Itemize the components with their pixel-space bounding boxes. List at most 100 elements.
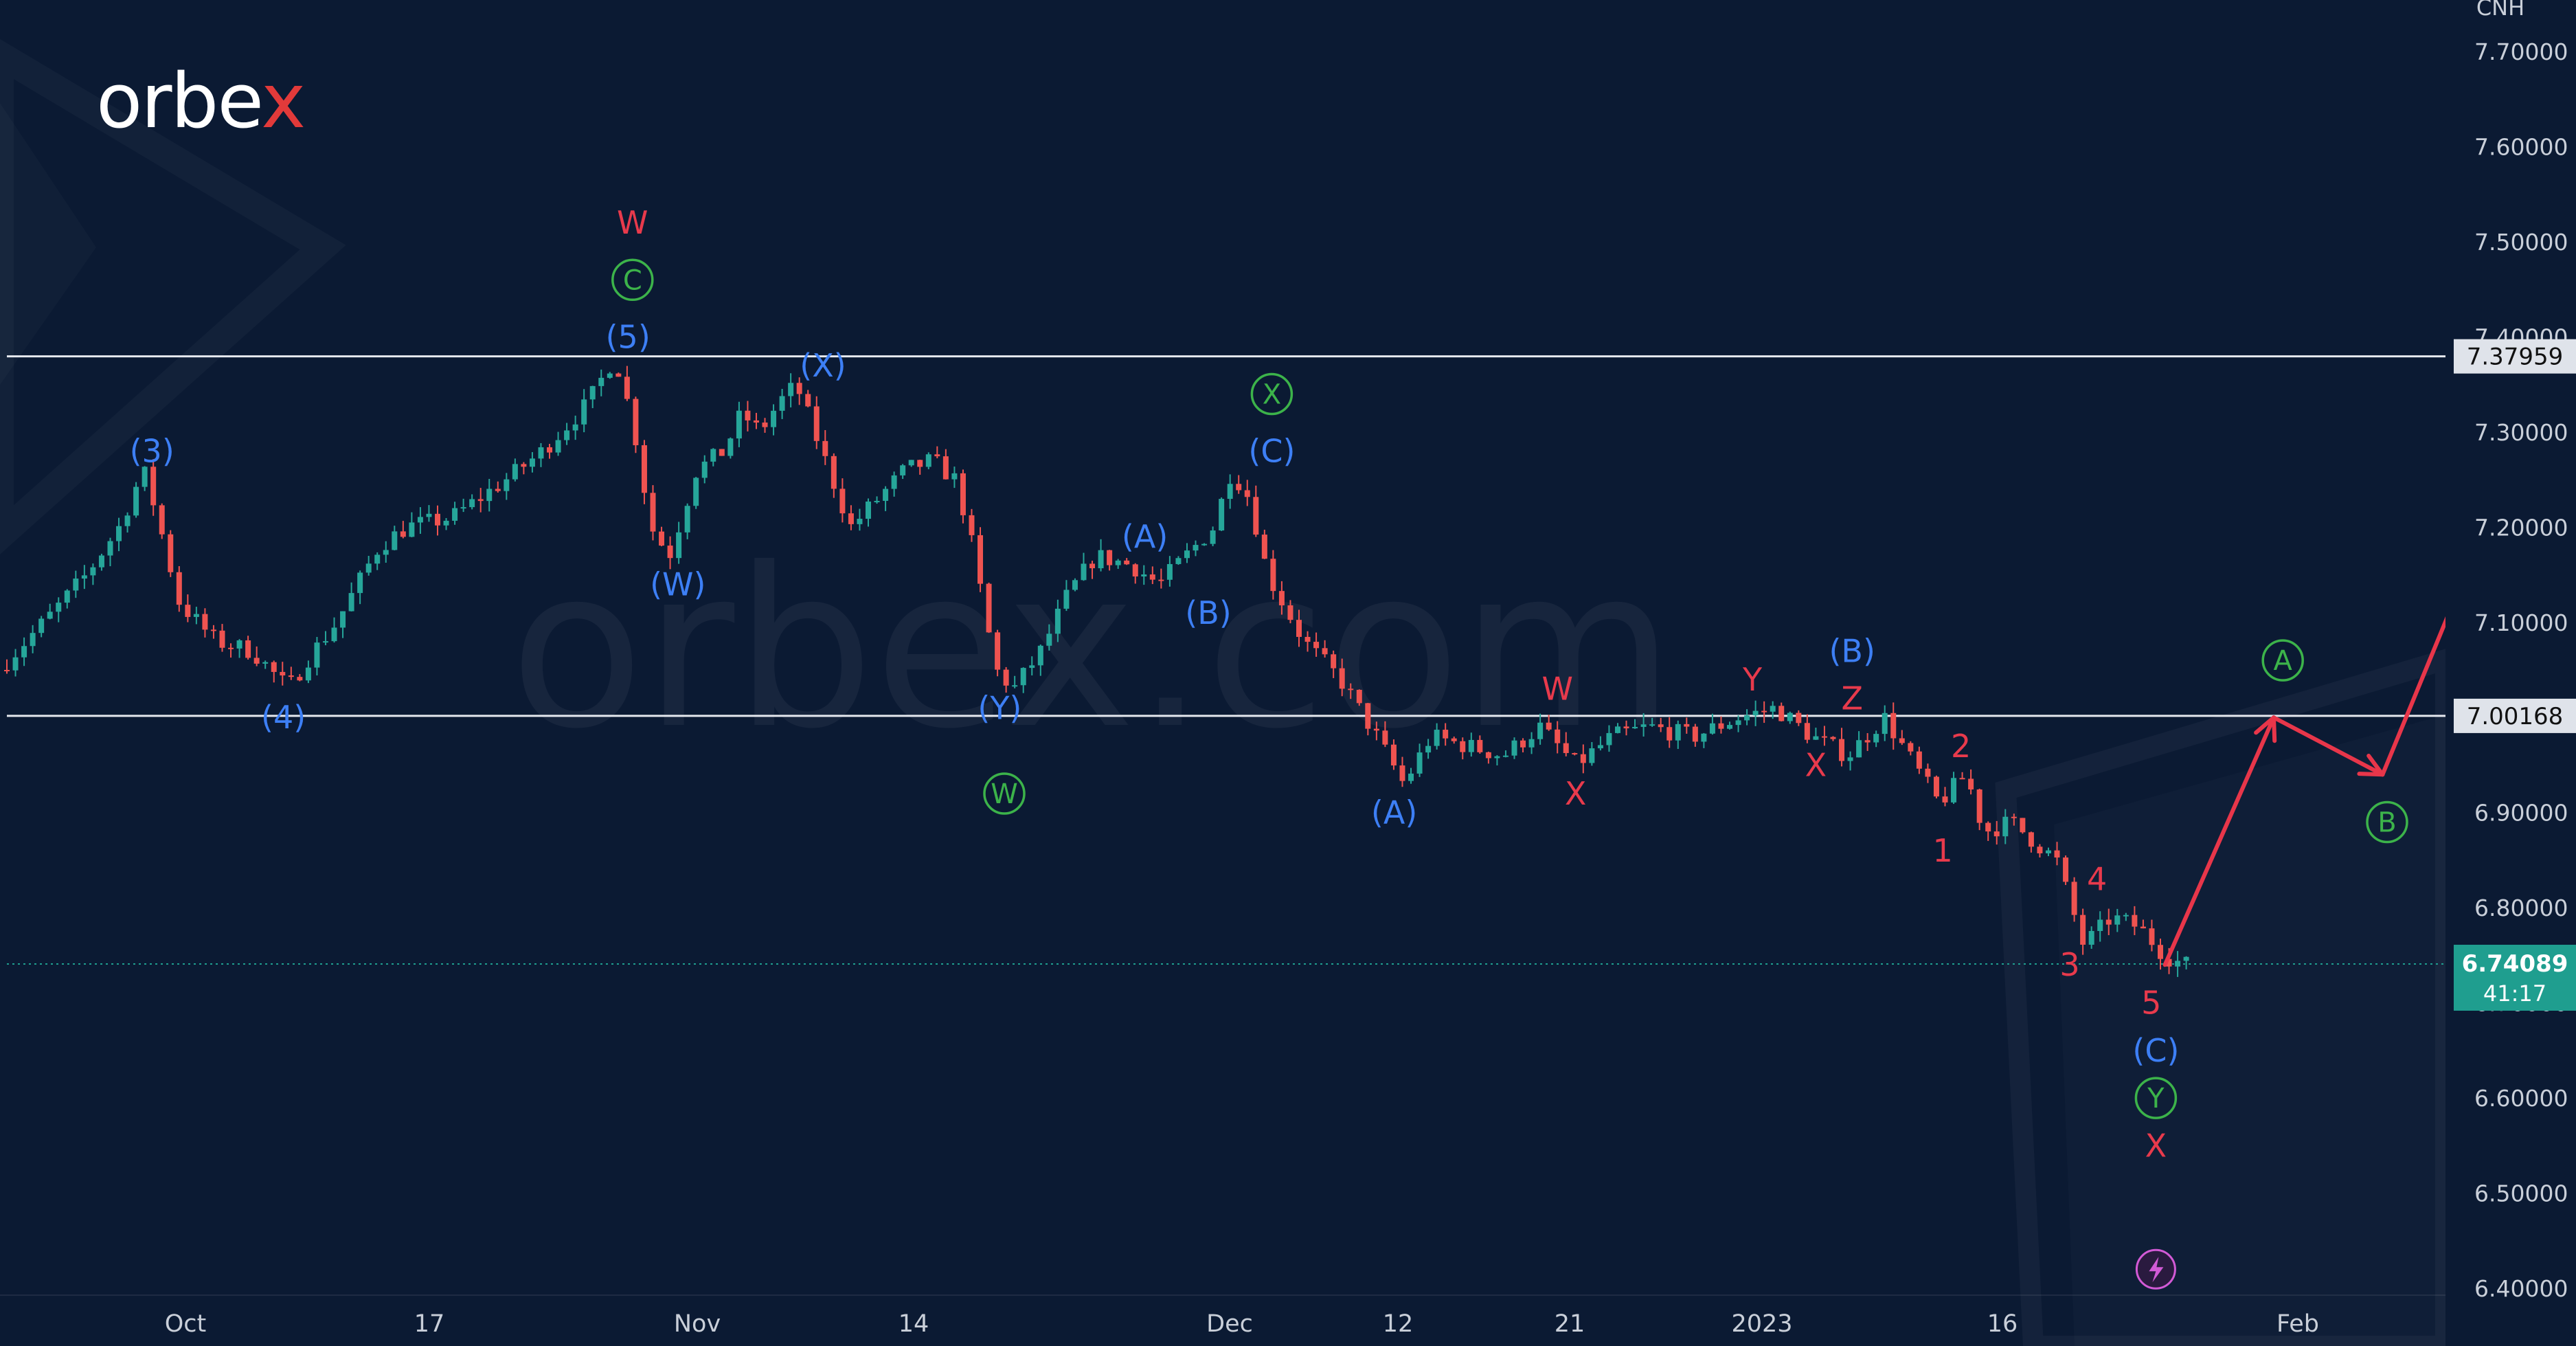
candle-up (925, 454, 931, 467)
candle-up (56, 603, 62, 612)
price-axis[interactable]: CNH7.700007.600007.500007.400007.300007.… (2445, 0, 2576, 1346)
candle-up (1416, 752, 1423, 774)
candle-down (1477, 739, 1483, 752)
candle-up (1632, 726, 1638, 729)
candle-down (521, 464, 527, 467)
candle-up (1675, 724, 1681, 741)
candle-down (1839, 739, 1845, 761)
candle-down (1985, 822, 1991, 832)
candle-down (745, 410, 751, 420)
x-tick-label: 2023 (1731, 1310, 1792, 1338)
candle-down (245, 640, 251, 658)
candle-down (633, 399, 639, 445)
wave-label-circle (1250, 372, 1293, 416)
candle-up (779, 396, 785, 411)
wave-label: X (2145, 1127, 2167, 1164)
candle-down (2071, 882, 2077, 915)
candle-up (116, 526, 122, 541)
wave-label: (Y) (978, 689, 1021, 726)
candle-down (1158, 579, 1164, 581)
candle-down (1278, 591, 1285, 606)
candle-down (822, 440, 828, 456)
candle-up (883, 489, 889, 501)
candle-down (659, 531, 665, 546)
x-tick-label: 17 (414, 1310, 445, 1338)
candle-down (1692, 726, 1698, 742)
wave-label: C (623, 265, 642, 296)
candle-down (1821, 736, 1827, 738)
time-axis[interactable]: Oct 17 Nov 14 Dec 12 21 2023 16 Feb (0, 1294, 2445, 1338)
candle-down (1451, 738, 1457, 741)
candle-up (1752, 710, 1759, 716)
candle-down (150, 467, 157, 506)
forecast-arrow-segment (2162, 715, 2276, 967)
candle-up (193, 614, 199, 617)
candle-down (219, 630, 225, 648)
candle-down (168, 534, 174, 572)
candle-down (202, 614, 208, 630)
wave-label: B (2377, 807, 2396, 839)
candle-down (1107, 550, 1113, 565)
candle-down (1623, 726, 1629, 729)
candle-up (1115, 560, 1121, 565)
candle-up (908, 460, 914, 466)
candle-down (1003, 669, 1009, 686)
candle-down (185, 605, 191, 617)
candle-up (107, 541, 113, 556)
candle-down (1684, 724, 1690, 727)
decor-chevron (0, 103, 96, 385)
wave-label-circle (983, 772, 1026, 815)
candle-down (1149, 574, 1155, 580)
wave-label: W (1541, 671, 1572, 708)
wave-label: 2 (1951, 728, 1971, 765)
candle-down (1348, 688, 1354, 691)
candle-down (805, 394, 811, 407)
candle-up (1701, 733, 1707, 742)
candle-down (986, 583, 992, 633)
candle-up (38, 618, 45, 633)
candle-up (529, 458, 535, 467)
candle-down (2020, 818, 2026, 833)
candle-up (1166, 563, 1173, 580)
candle-up (98, 555, 104, 568)
candle-down (2166, 958, 2172, 967)
y-tick-label: 6.60000 (2474, 1085, 2568, 1112)
candle-down (1933, 776, 1939, 797)
candle-down (1270, 559, 1276, 592)
candle-down (1399, 765, 1405, 781)
candle-down (1658, 724, 1664, 728)
candle-up (1054, 608, 1061, 634)
candle-up (1037, 645, 1043, 666)
candle-up (572, 424, 578, 431)
wave-label: X (1565, 775, 1587, 812)
wave-label: W (991, 778, 1018, 810)
candle-up (701, 461, 708, 478)
candle-up (1425, 745, 1432, 753)
candle-down (1132, 564, 1138, 577)
candle-down (1761, 710, 1767, 713)
candle-up (1614, 726, 1620, 733)
candle-up (676, 532, 682, 559)
candle-down (2028, 832, 2034, 847)
candle-up (1012, 685, 1018, 687)
level-price-label: 7.00168 (2467, 703, 2564, 730)
wave-label: W (617, 204, 648, 241)
candle-up (891, 475, 897, 489)
candle-down (280, 671, 286, 676)
candle-up (314, 642, 320, 668)
candle-up (581, 399, 587, 425)
candle-up (555, 440, 561, 453)
candle-up (124, 515, 131, 526)
candle-up (1856, 740, 1862, 758)
candle-up (1813, 736, 1819, 740)
candle-up (1727, 725, 1732, 729)
candle-up (589, 385, 596, 400)
x-tick-label: Nov (674, 1310, 721, 1338)
y-tick-label: 6.50000 (2474, 1180, 2568, 1207)
candle-down (641, 445, 647, 493)
wave-label: (W) (650, 565, 705, 603)
watermark-text: orbex.com (510, 521, 1675, 777)
candle-up (1511, 740, 1517, 756)
candle-up (2175, 961, 2181, 967)
candle-down (1804, 723, 1810, 740)
